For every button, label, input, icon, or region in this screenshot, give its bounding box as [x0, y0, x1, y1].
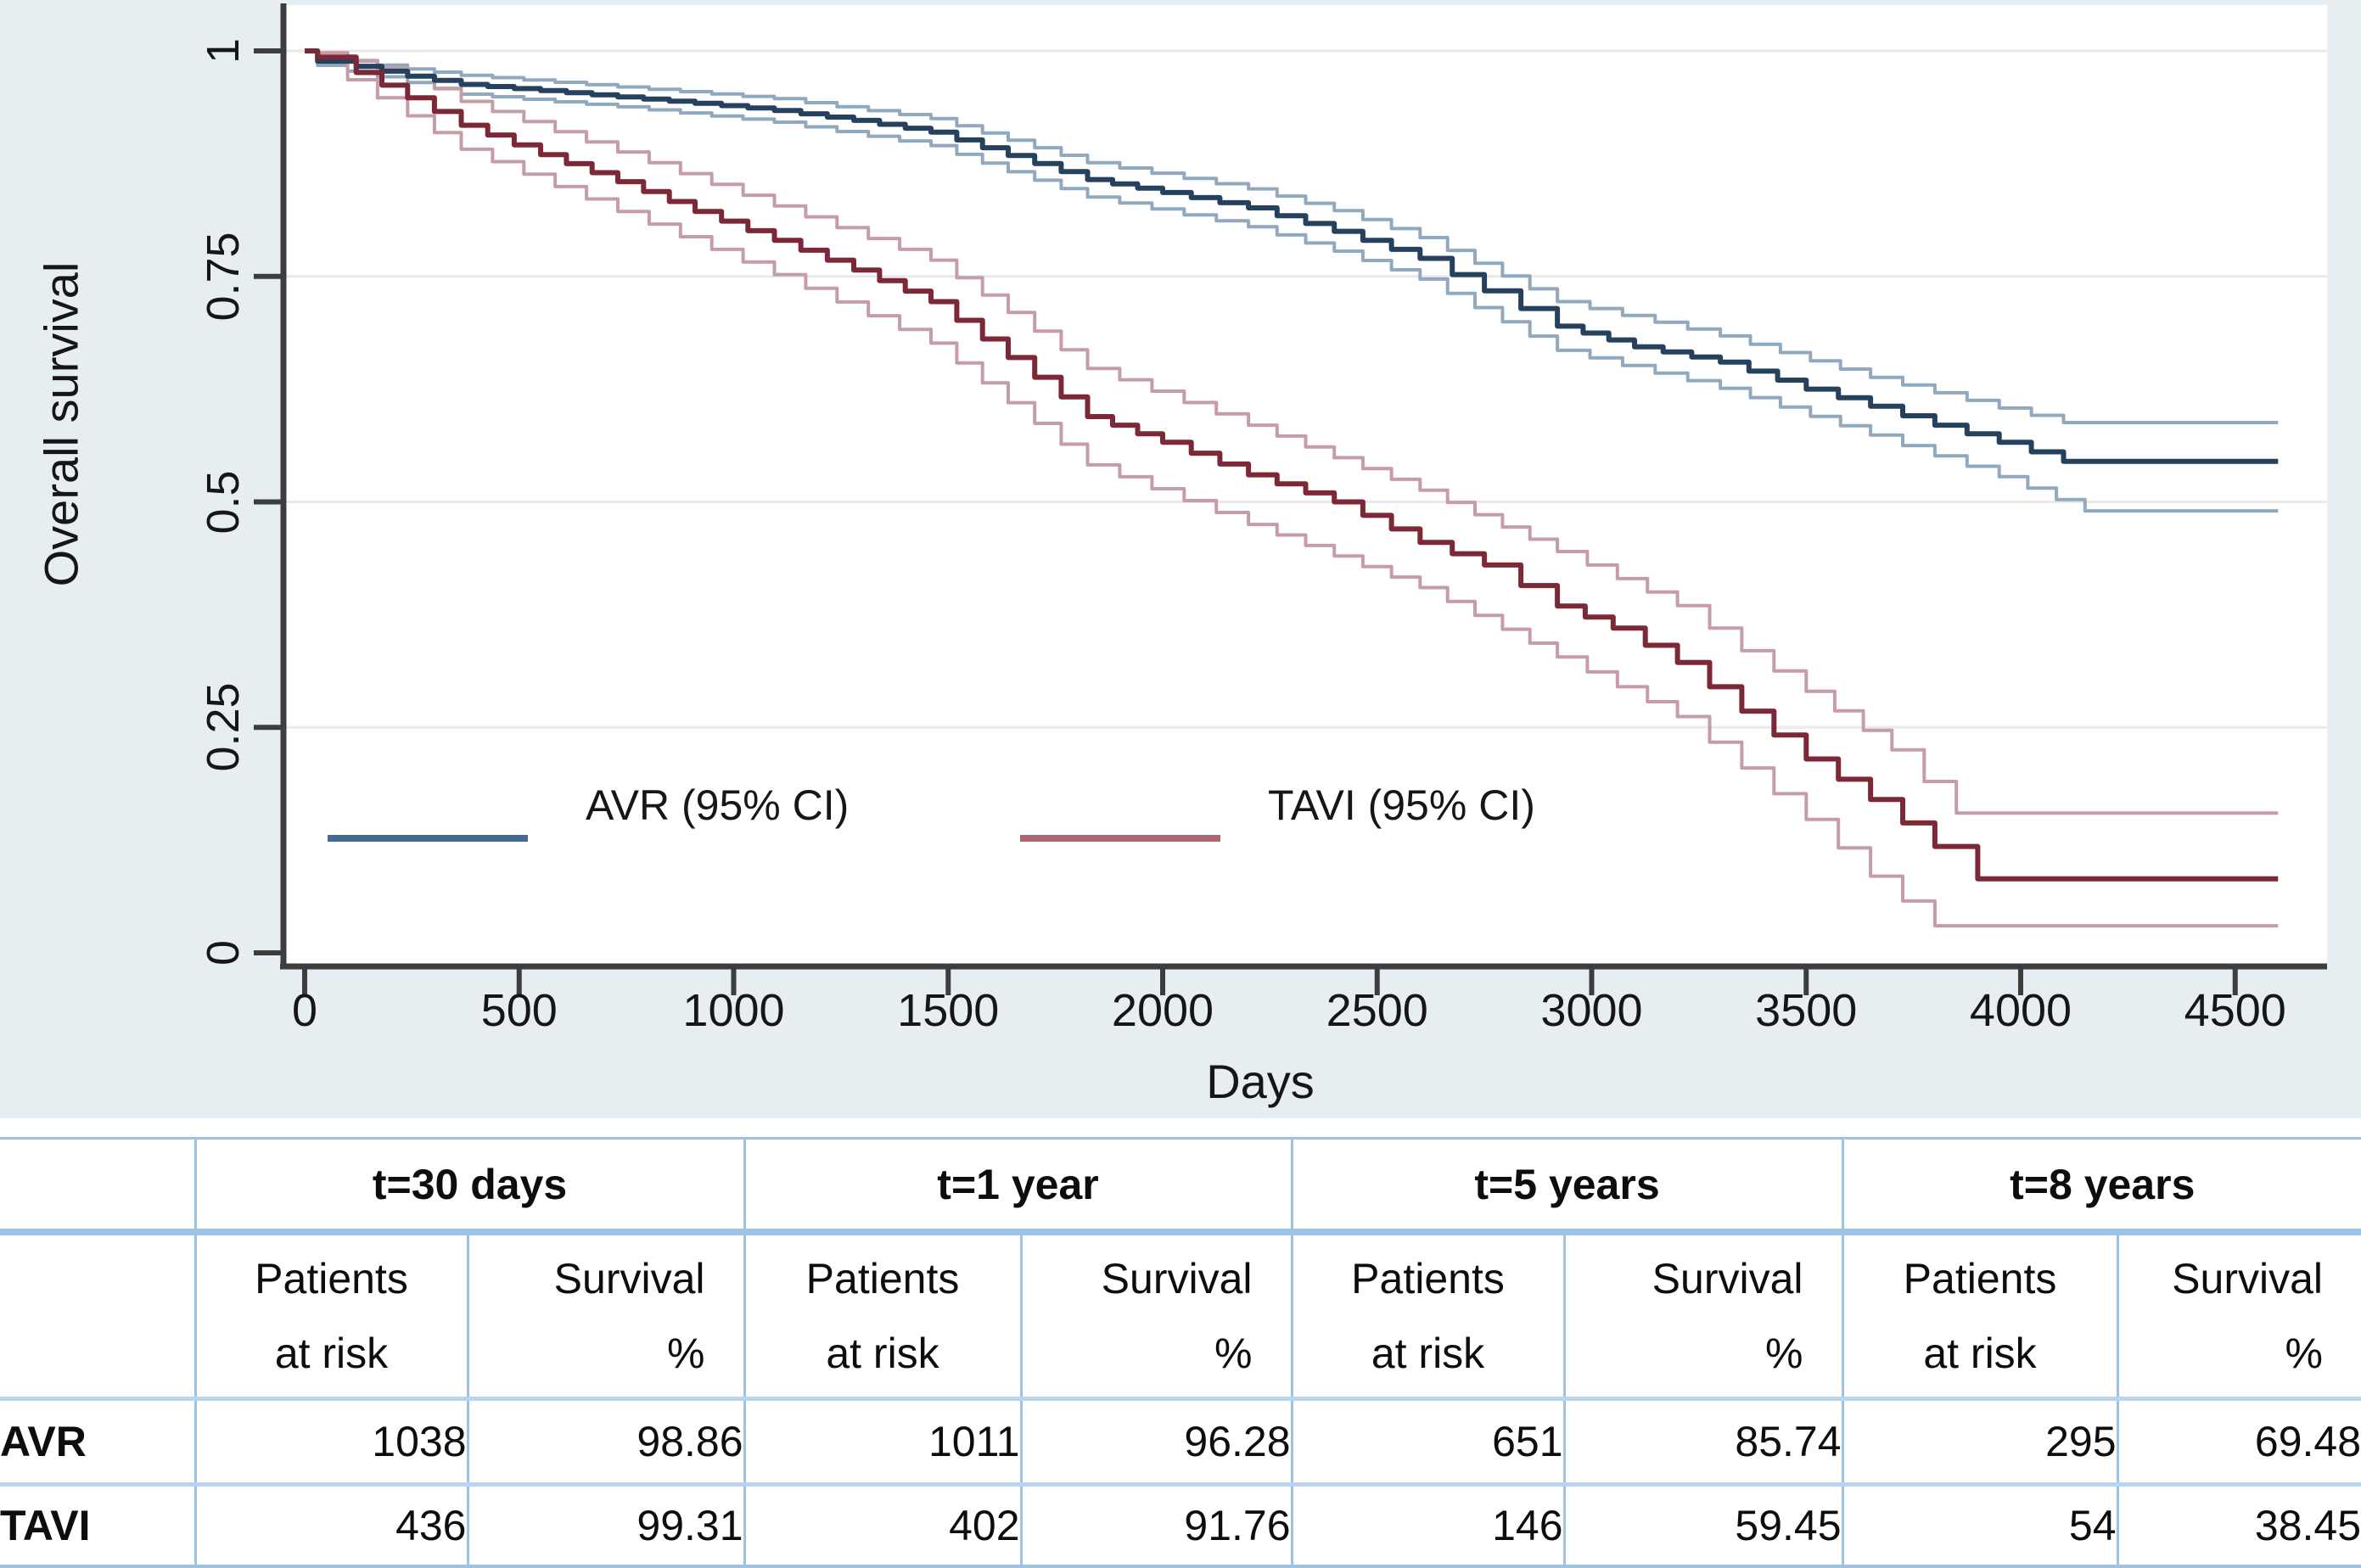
avr-5y-patients: 651	[1290, 1398, 1565, 1487]
corner-cell	[0, 1138, 195, 1235]
group-header-30days: t=30 days	[193, 1138, 745, 1235]
table-sub-header-row: Patients at risk Survival% Patients at ris…	[0, 1232, 2361, 1401]
legend-label-avr: AVR (95% CI)	[586, 781, 850, 829]
avr-8y-patients: 295	[1841, 1398, 2118, 1487]
x-tick-label-4500: 4500	[2184, 985, 2286, 1036]
corner-cell	[0, 1232, 195, 1401]
row-label-avr: AVR	[0, 1398, 195, 1487]
y-tick-label-0.75: 0.75	[198, 232, 249, 322]
x-tick-label-1000: 1000	[682, 985, 785, 1036]
patients-at-risk-table: t=30 days t=1 year t=5 years t=8 years P…	[0, 1137, 2361, 1568]
curve-tavi-upper-95-ci	[305, 49, 2279, 815]
tavi-5y-patients: 146	[1290, 1484, 1565, 1566]
group-header-1year: t=1 year	[743, 1138, 1293, 1235]
avr-1y-survival: 96.28	[1019, 1398, 1293, 1487]
sub-header-survival: Survival%	[1562, 1232, 1843, 1401]
sub-header-patients: Patients at risk	[1841, 1232, 2118, 1401]
sub-header-survival: Survival%	[2116, 1232, 2361, 1401]
row-label-tavi: TAVI	[0, 1502, 91, 1549]
tavi-8y-survival: 38.45	[2116, 1484, 2361, 1566]
avr-1y-patients: 1011	[743, 1398, 1022, 1487]
table-row-avr: AVR 1038 98.86 1011 96.28 651 85.74 295 …	[0, 1398, 2361, 1487]
x-tick-label-0: 0	[291, 985, 318, 1036]
y-axis-title: Overall survival	[34, 261, 88, 587]
tavi-30d-patients: 436	[193, 1484, 468, 1566]
curve-tavi-lower-95-ci	[305, 49, 2279, 928]
curve-tavi	[305, 48, 2279, 882]
sub-header-patients: Patients at risk	[1290, 1232, 1565, 1401]
x-tick-label-4000: 4000	[1969, 985, 2072, 1036]
group-header-8years: t=8 years	[1841, 1138, 2361, 1235]
sub-header-patients: Patients at risk	[193, 1232, 468, 1401]
x-tick-label-1500: 1500	[897, 985, 1000, 1036]
x-tick-label-2500: 2500	[1326, 985, 1428, 1036]
x-tick-label-500: 500	[480, 985, 558, 1036]
curve-avr	[305, 48, 2279, 464]
sub-header-patients: Patients at risk	[743, 1232, 1022, 1401]
curve-avr-lower-95-ci	[305, 49, 2279, 513]
tavi-5y-survival: 59.45	[1562, 1484, 1843, 1566]
risk-table-wrap: t=30 days t=1 year t=5 years t=8 years P…	[0, 1137, 2361, 1568]
avr-5y-survival: 85.74	[1562, 1398, 1843, 1487]
legend-label-tavi: TAVI (95% CI)	[1268, 781, 1535, 829]
y-tick-label-0.25: 0.25	[198, 682, 249, 772]
x-tick-label-2000: 2000	[1111, 985, 1214, 1036]
tavi-1y-patients: 402	[743, 1484, 1022, 1566]
y-tick-label-1: 1	[198, 37, 249, 64]
sub-header-survival: Survival%	[1019, 1232, 1293, 1401]
survival-chart-canvas	[254, 3, 2327, 995]
avr-30d-patients: 1038	[193, 1398, 468, 1487]
x-tick-label-3500: 3500	[1755, 985, 1858, 1036]
y-tick-label-0: 0	[198, 939, 249, 966]
avr-30d-survival: 98.86	[466, 1398, 745, 1487]
x-axis-title: Days	[1206, 1055, 1315, 1108]
tavi-1y-survival: 91.76	[1019, 1484, 1293, 1566]
avr-8y-survival: 69.48	[2116, 1398, 2361, 1487]
sub-header-survival: Survival%	[466, 1232, 745, 1401]
tavi-8y-patients: 54	[1841, 1484, 2118, 1566]
table-row-tavi: TAVI 436 99.31 402 91.76 146 59.45 54 38…	[0, 1484, 2361, 1566]
tavi-30d-survival: 99.31	[466, 1484, 745, 1566]
x-tick-label-3000: 3000	[1540, 985, 1643, 1036]
curve-avr-upper-95-ci	[305, 49, 2279, 424]
table-group-header-row: t=30 days t=1 year t=5 years t=8 years	[0, 1138, 2361, 1235]
y-tick-label-0.5: 0.5	[198, 469, 249, 535]
group-header-5years: t=5 years	[1290, 1138, 1843, 1235]
survival-chart-panel: Overall survival Days AVR (95% CI) TAVI …	[0, 0, 2361, 1118]
